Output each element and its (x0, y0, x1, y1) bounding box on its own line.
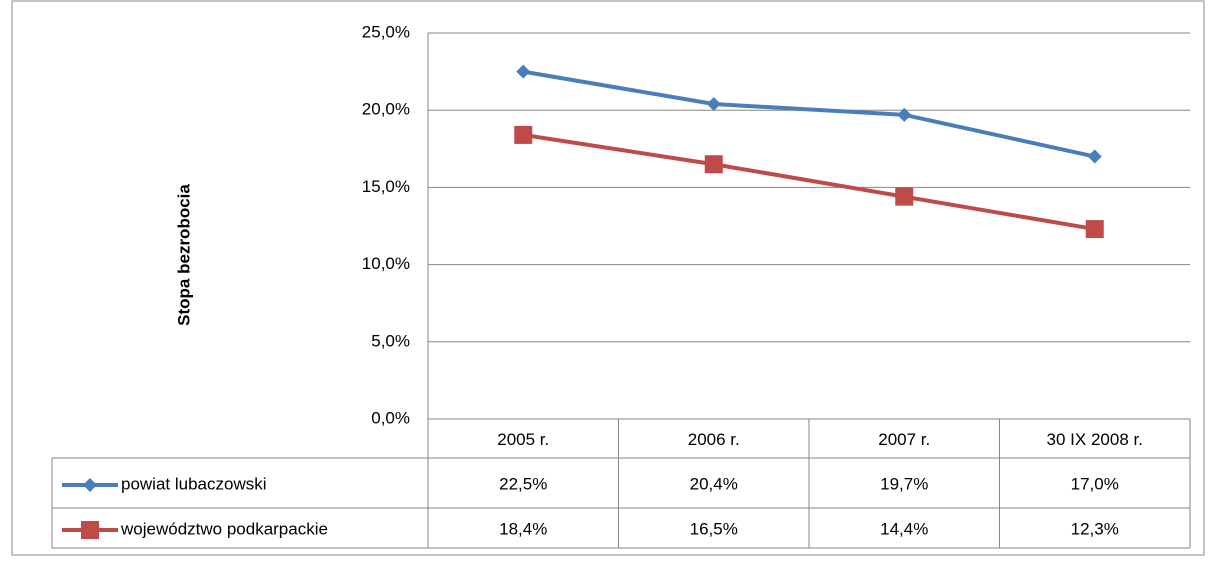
marker (516, 64, 531, 79)
y-tick-label: 10,0% (362, 254, 410, 273)
table-value: 19,7% (880, 474, 928, 493)
chart-border (11, 0, 1205, 556)
marker (1085, 220, 1104, 239)
y-tick-label: 25,0% (362, 22, 410, 41)
y-tick-label: 20,0% (362, 100, 410, 119)
table-value: 18,4% (499, 519, 547, 538)
table-value: 22,5% (499, 474, 547, 493)
y-tick-label: 15,0% (362, 177, 410, 196)
marker (514, 125, 533, 144)
table-value: 12,3% (1071, 519, 1119, 538)
x-tick-label: 30 IX 2008 r. (1047, 430, 1143, 449)
y-tick-label: 5,0% (371, 331, 410, 350)
x-tick-label: 2006 r. (688, 430, 740, 449)
legend-marker (83, 478, 97, 492)
marker (895, 187, 914, 206)
series-line (522, 69, 1096, 159)
marker (706, 97, 721, 112)
table-value: 17,0% (1071, 474, 1119, 493)
marker (704, 155, 723, 174)
y-tick-label: 0,0% (371, 408, 410, 427)
legend-marker (81, 521, 99, 539)
marker (897, 107, 912, 122)
table-value: 16,5% (690, 519, 738, 538)
legend-label: województwo podkarpackie (120, 519, 328, 538)
x-tick-label: 2007 r. (878, 430, 930, 449)
series-line (522, 132, 1096, 232)
marker (1087, 149, 1102, 164)
table-value: 14,4% (880, 519, 928, 538)
table-value: 20,4% (690, 474, 738, 493)
y-axis-label: Stopa bezrobocia (174, 184, 193, 326)
x-tick-label: 2005 r. (497, 430, 549, 449)
legend-label: powiat lubaczowski (121, 474, 267, 493)
